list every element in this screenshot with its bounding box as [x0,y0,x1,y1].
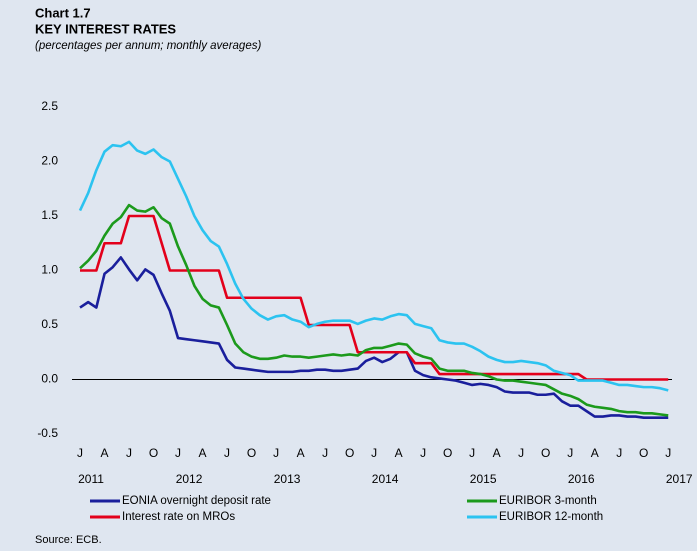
x-tick-label: J [175,446,181,460]
x-tick-label: J [273,446,279,460]
x-tick-label: J [420,446,426,460]
y-tick-label: 1.0 [41,263,58,277]
year-label: 2013 [274,472,301,486]
x-tick-label: J [469,446,475,460]
y-tick-label: 2.5 [41,99,58,113]
y-tick-label: -0.5 [37,426,58,440]
series-line [78,140,669,392]
year-label: 2014 [372,472,399,486]
x-tick-label: J [665,446,671,460]
x-tick-label: A [199,446,207,460]
x-tick-label: A [395,446,403,460]
x-tick-label: J [371,446,377,460]
chart-title: KEY INTEREST RATES [35,21,176,36]
x-tick-label: J [77,446,83,460]
x-tick-label: A [493,446,501,460]
chart-subtitle: (percentages per annum; monthly averages… [35,40,261,52]
chart-label: Chart 1.7 [35,5,91,20]
year-label: 2011 [78,472,104,486]
y-tick-label: 0.5 [41,317,58,331]
year-label: 2015 [470,472,497,486]
x-tick-label: J [567,446,573,460]
x-tick-label: A [297,446,305,460]
legend-label: Interest rate on MROs [122,511,235,523]
x-tick-label: A [101,446,109,460]
legend-label: EONIA overnight deposit rate [122,495,271,507]
series-line [79,203,669,417]
x-tick-label: O [149,446,158,460]
year-label: 2012 [176,472,203,486]
legend-label: EURIBOR 3-month [499,495,597,507]
x-tick-label: O [247,446,256,460]
series-line [79,256,669,419]
x-tick-label: O [639,446,648,460]
x-tick-label: J [224,446,230,460]
x-tick-label: A [591,446,599,460]
y-tick-label: 1.5 [41,208,58,222]
x-tick-label: J [518,446,524,460]
x-tick-label: J [322,446,328,460]
y-tick-label: 0.0 [41,372,58,386]
x-tick-label: J [126,446,132,460]
x-tick-label: O [541,446,550,460]
year-label: 2016 [568,472,595,486]
legend-label: EURIBOR 12-month [499,511,603,523]
year-label: 2017 [666,472,693,486]
x-tick-label: O [345,446,354,460]
source: Source: ECB. [35,534,102,546]
x-tick-label: O [443,446,452,460]
y-tick-label: 2.0 [41,154,58,168]
x-tick-label: J [616,446,622,460]
